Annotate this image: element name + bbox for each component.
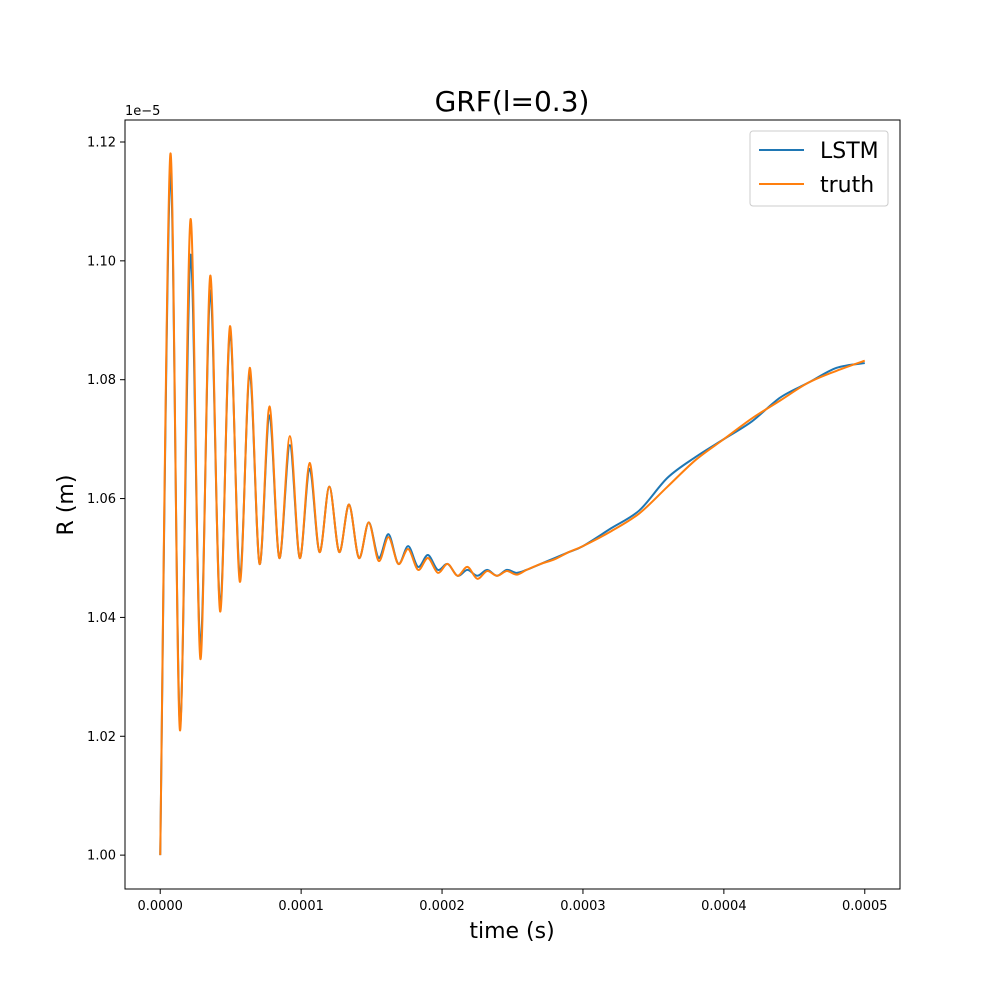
y-axis-label: R (m) — [54, 475, 79, 536]
y-tick-label: 1.10 — [87, 254, 116, 269]
x-tick-label: 0.0002 — [419, 899, 465, 914]
y-tick-label: 1.04 — [87, 611, 116, 626]
y-tick-label: 1.00 — [87, 849, 116, 864]
x-tick-label: 0.0001 — [278, 899, 324, 914]
chart-title: GRF(l=0.3) — [435, 85, 590, 118]
x-tick-label: 0.0005 — [842, 899, 888, 914]
x-tick-label: 0.0003 — [560, 899, 606, 914]
x-tick-label: 0.0000 — [137, 899, 183, 914]
y-axis-offset-label: 1e−5 — [125, 104, 160, 119]
series-layer — [159, 152, 866, 856]
x-tick-label: 0.0004 — [701, 899, 747, 914]
x-axis-label: time (s) — [469, 919, 554, 944]
y-tick-label: 1.12 — [87, 135, 116, 150]
plot-frame — [124, 119, 901, 890]
legend: LSTM truth — [749, 130, 889, 207]
y-tick-label: 1.02 — [87, 730, 116, 745]
legend-label-truth: truth — [820, 173, 874, 198]
series-line-truth — [159, 152, 866, 856]
x-axis: 0.0000 0.0001 0.0002 0.0003 0.0004 0.0005 — [137, 889, 888, 914]
y-tick-label: 1.06 — [87, 492, 116, 507]
y-axis: 1.00 1.02 1.04 1.06 1.08 1.10 1.12 — [87, 135, 125, 864]
legend-label-lstm: LSTM — [820, 139, 879, 164]
y-tick-label: 1.08 — [87, 373, 116, 388]
